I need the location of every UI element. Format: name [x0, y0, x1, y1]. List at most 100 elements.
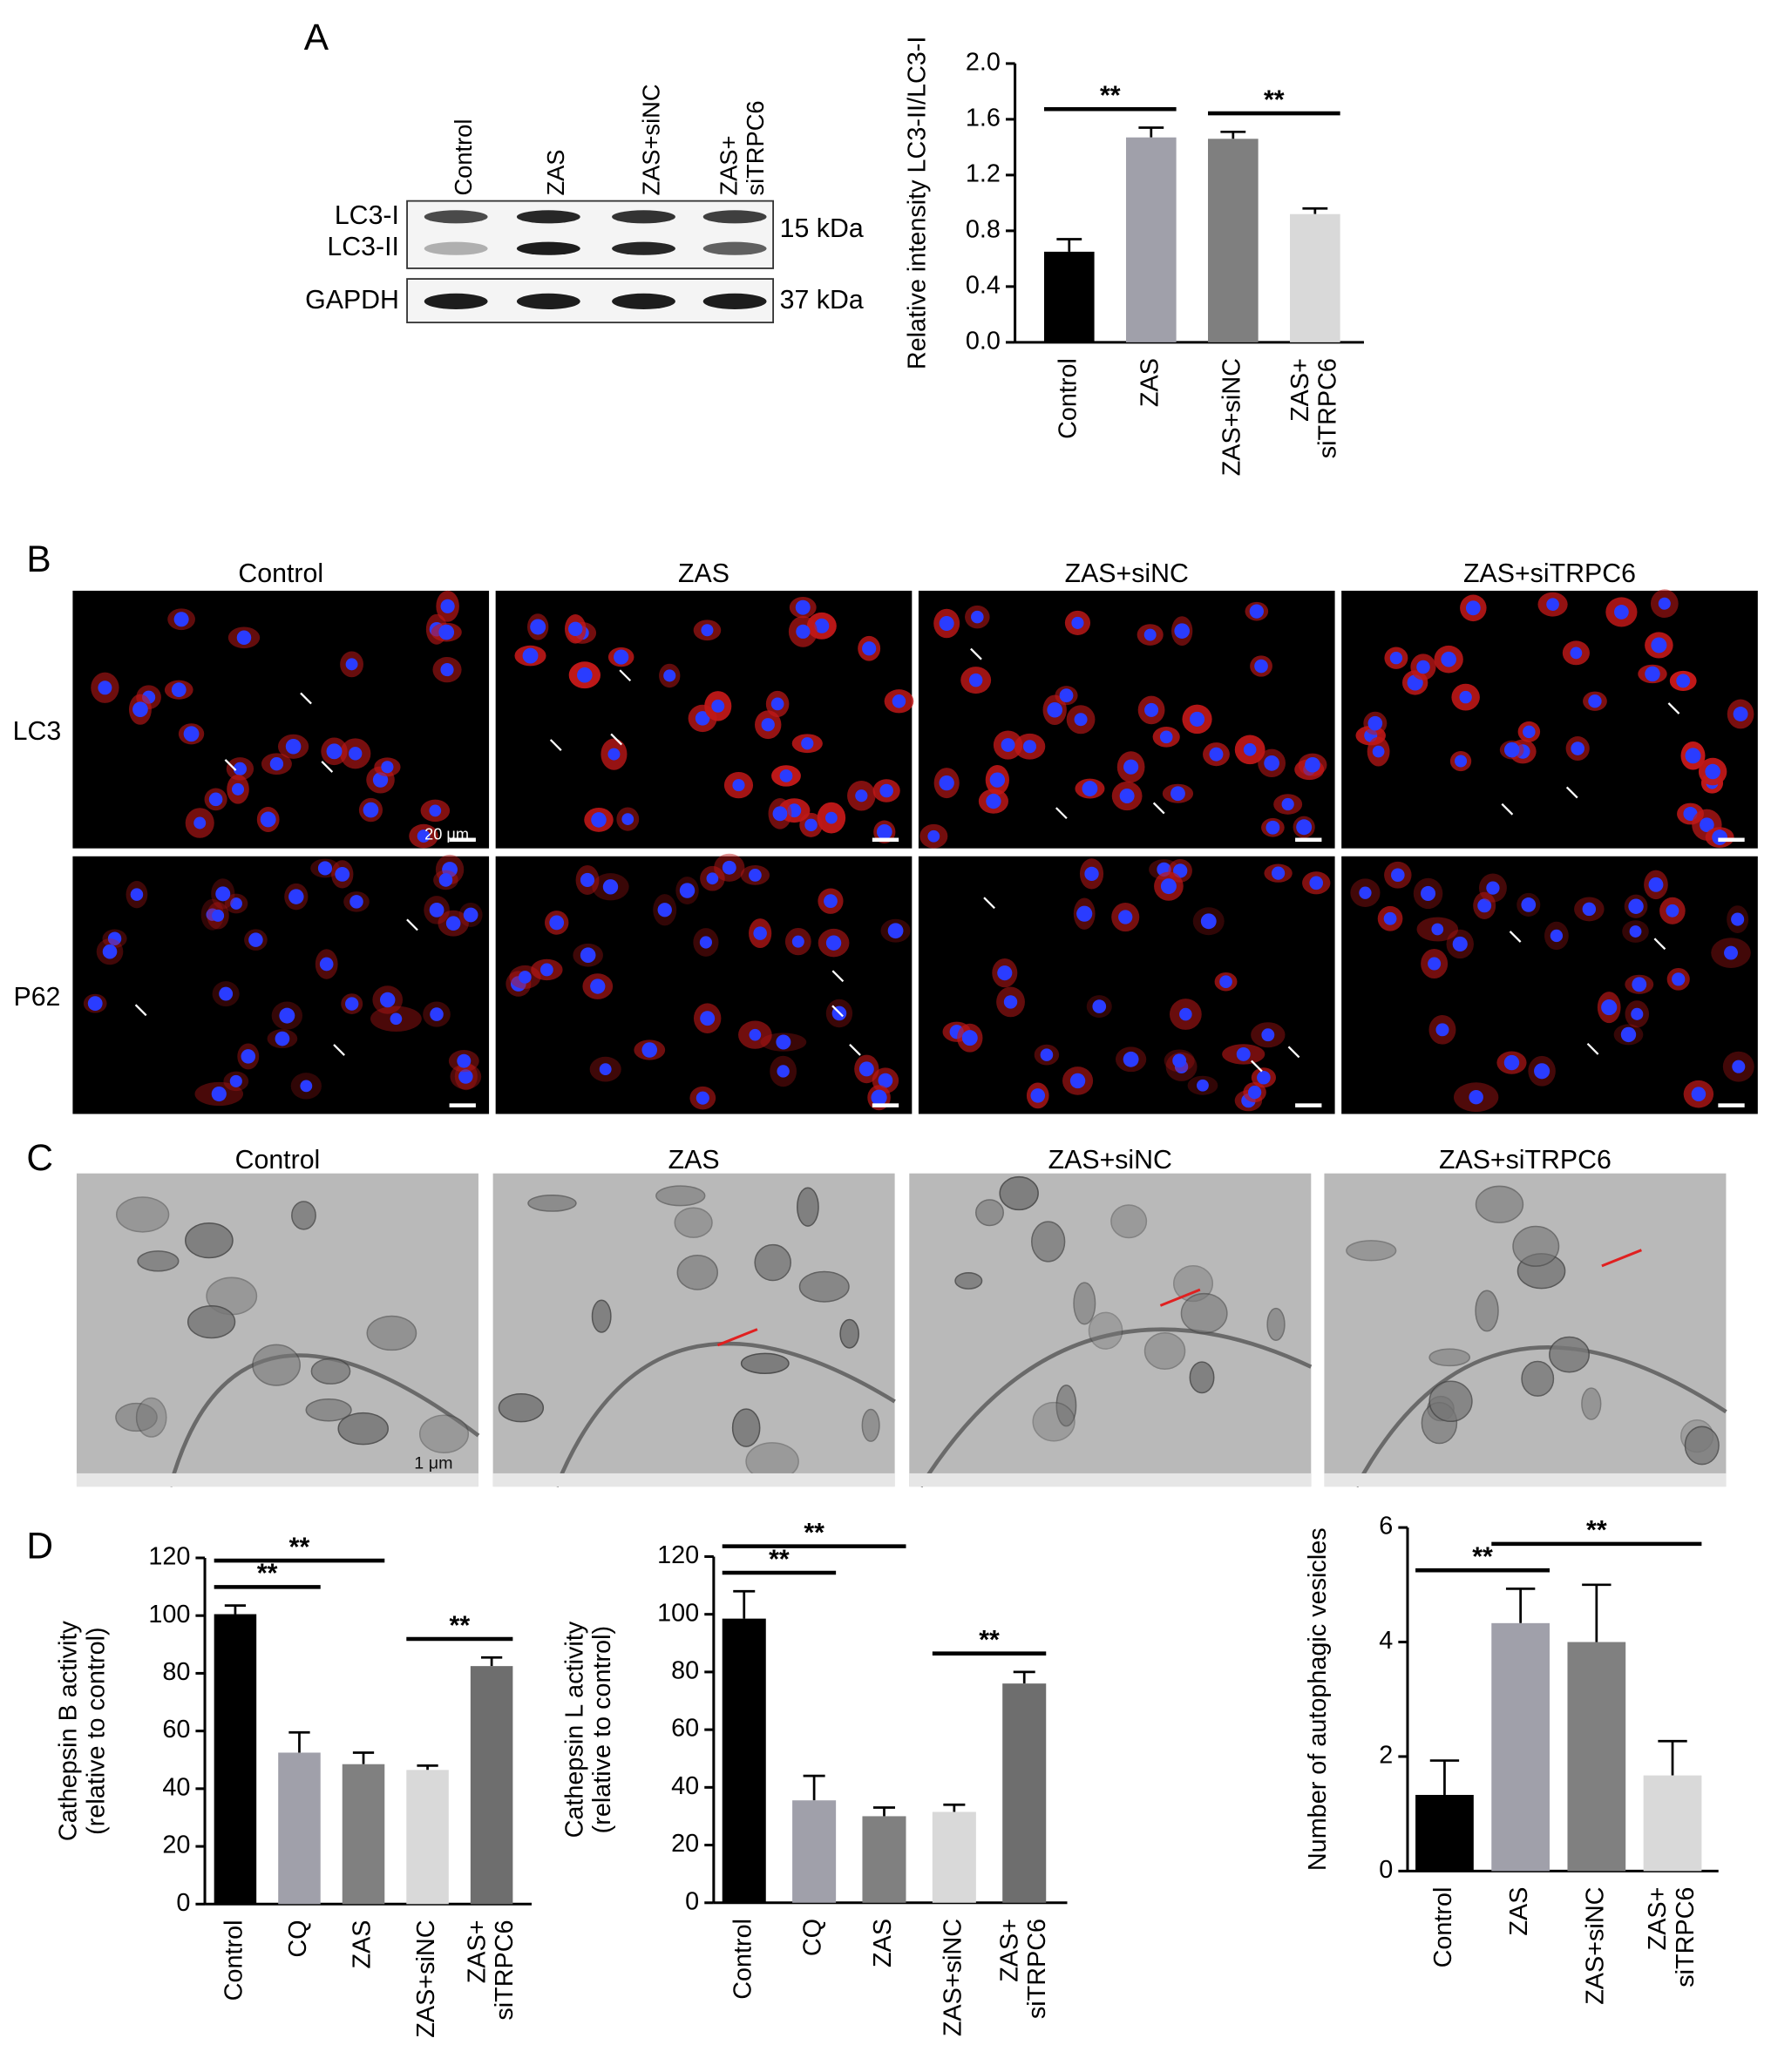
cell-nucleus [275, 1031, 290, 1046]
cell-nucleus [997, 965, 1013, 981]
cell-nucleus [777, 1065, 790, 1078]
tem-footer [76, 1473, 478, 1487]
bar [470, 1666, 513, 1905]
column-header: Control [235, 1146, 321, 1175]
cell-nucleus [381, 761, 394, 774]
cell-nucleus [458, 1069, 473, 1084]
row-header: P62 [13, 983, 60, 1012]
cell-nucleus [1200, 913, 1217, 930]
cell-nucleus [171, 682, 187, 698]
y-tick-label: 4 [1379, 1627, 1393, 1655]
cell-nucleus [1503, 1054, 1520, 1071]
cell-nucleus [1620, 1026, 1637, 1043]
organelle [1032, 1401, 1075, 1442]
cell-nucleus [1383, 911, 1397, 925]
cell-nucleus [927, 829, 940, 843]
significance-label: ** [1100, 82, 1121, 111]
blot-band [612, 210, 675, 224]
red-arrow [1159, 1288, 1201, 1307]
organelle [954, 1272, 983, 1290]
organelle [797, 1187, 819, 1227]
lane-label: ZAS+siNC [637, 84, 664, 195]
cell-nucleus [1631, 1007, 1644, 1020]
significance-label: ** [1264, 85, 1285, 114]
cell-nucleus [706, 872, 719, 885]
red-arrow [1601, 1249, 1642, 1268]
blot-band [424, 293, 488, 309]
organelle [1475, 1290, 1499, 1332]
scale-bar [449, 837, 476, 843]
significance-label: ** [804, 1519, 824, 1547]
cell-nucleus [539, 963, 553, 977]
column-header: ZAS+siNC [1065, 559, 1189, 588]
cell-nucleus [379, 992, 396, 1008]
organelle [839, 1318, 859, 1349]
arrow [1287, 1046, 1300, 1059]
cell-nucleus [1082, 781, 1098, 796]
arrow [983, 897, 995, 910]
cell-nucleus [614, 649, 629, 665]
cell-nucleus [1174, 623, 1190, 639]
blot-band [702, 293, 767, 309]
arrow [1667, 702, 1680, 714]
tem-footer [492, 1473, 895, 1487]
organelle [1512, 1225, 1560, 1267]
organelle [366, 1315, 417, 1351]
bar [1491, 1622, 1550, 1872]
cell-nucleus [1001, 738, 1015, 752]
organelle [999, 1175, 1039, 1211]
cell-nucleus [1281, 797, 1294, 811]
x-tick-label: ZAS [1136, 358, 1164, 407]
y-tick-label: 0 [176, 1889, 190, 1917]
bar [1125, 137, 1177, 342]
cell-nucleus [1601, 999, 1618, 1016]
bar [932, 1811, 976, 1903]
cell-nucleus [1651, 637, 1667, 653]
organelle [1549, 1336, 1590, 1373]
cell-nucleus [878, 1073, 893, 1088]
cell-nucleus [193, 816, 207, 829]
y-tick-label: 0.8 [966, 216, 1001, 244]
cell-nucleus [279, 1007, 295, 1024]
bar [1290, 213, 1340, 342]
cell-nucleus [679, 883, 696, 898]
x-tick-label: ZAS+siTRPC6 [1286, 358, 1342, 458]
y-tick-label: 20 [162, 1832, 190, 1859]
cell-nucleus [961, 1030, 978, 1046]
organelle [337, 1412, 389, 1446]
blot-band [516, 293, 580, 309]
blot-band [424, 241, 488, 255]
arrow [610, 733, 623, 746]
cell-nucleus [776, 1034, 791, 1050]
size-label: 37 kDa [780, 286, 864, 315]
y-tick-label: 120 [148, 1543, 190, 1571]
panel-label: C [26, 1137, 53, 1178]
cell-nucleus [522, 647, 539, 664]
arrow [1653, 938, 1666, 951]
x-tick-label: Control [1054, 358, 1082, 439]
arrow [333, 1044, 345, 1056]
cell-nucleus [1143, 628, 1157, 641]
cell-nucleus [1189, 711, 1205, 727]
cell-nucleus [1367, 715, 1383, 731]
cell-nucleus [711, 699, 725, 713]
cell-nucleus [580, 947, 596, 964]
cell-nucleus [1389, 652, 1403, 665]
x-tick-label: Control [729, 1919, 757, 2000]
cell-nucleus [440, 663, 454, 677]
cell-nucleus [1588, 694, 1602, 708]
red-arrow [716, 1328, 758, 1347]
panel-label: D [26, 1526, 53, 1567]
cell-nucleus [260, 811, 276, 828]
cell-nucleus [699, 936, 712, 949]
cell-nucleus [107, 931, 122, 945]
cell-nucleus [1521, 897, 1537, 912]
cell-nucleus [1219, 975, 1232, 988]
cell-nucleus [879, 783, 893, 798]
scale-bar [1718, 1103, 1745, 1107]
x-tick-label: ZAS [869, 1919, 897, 1967]
tem-image [909, 1173, 1312, 1487]
organelle [591, 1299, 612, 1333]
cell-nucleus [824, 894, 838, 909]
organelle [1073, 1282, 1096, 1325]
